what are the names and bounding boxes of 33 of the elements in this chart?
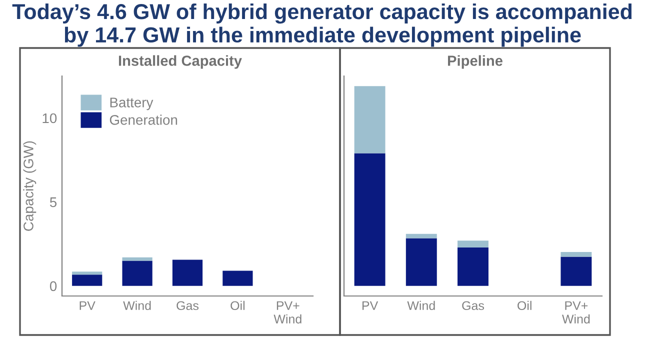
bar	[222, 270, 253, 286]
y-axis-title: Capacity (GW)	[23, 141, 36, 231]
bar	[406, 234, 437, 238]
bar	[458, 240, 488, 248]
x-tick-label: PV	[362, 301, 378, 310]
bar	[560, 252, 592, 257]
y-tick-label: 10	[42, 113, 57, 124]
legend-label: Generation	[110, 114, 178, 125]
x-tick-label: Oil	[230, 300, 245, 310]
x-tick-label: Gas	[176, 301, 199, 310]
chart-title: Today’s 4.6 GW of hybrid generator capacity is accompanied by 14.7 GW in the immediate development pipeline	[12, 3, 632, 47]
x-tick-label: PV	[80, 301, 96, 310]
y-tick-label: 5	[50, 197, 57, 208]
bar	[406, 238, 437, 286]
y-tick-label: 0	[50, 281, 57, 292]
bar	[122, 260, 152, 286]
legend-label: Battery	[110, 98, 154, 110]
x-tick-label: Oil	[518, 300, 532, 310]
x-tick-label: PV+ Wind	[274, 301, 302, 324]
x-tick-label: PV+ Wind	[562, 301, 590, 324]
bar	[354, 86, 386, 154]
bar	[560, 256, 592, 286]
chart-subtitle: Pipeline	[448, 55, 502, 69]
bar	[72, 274, 102, 286]
x-tick-label: Wind	[407, 300, 435, 310]
bar	[122, 257, 152, 261]
bar	[354, 153, 386, 286]
bar	[72, 272, 102, 275]
x-tick-label: Gas	[462, 301, 484, 310]
bar	[172, 260, 203, 286]
bar	[458, 247, 488, 286]
x-tick-label: Wind	[123, 300, 151, 310]
chart-subtitle: Installed Capacity	[118, 55, 242, 69]
